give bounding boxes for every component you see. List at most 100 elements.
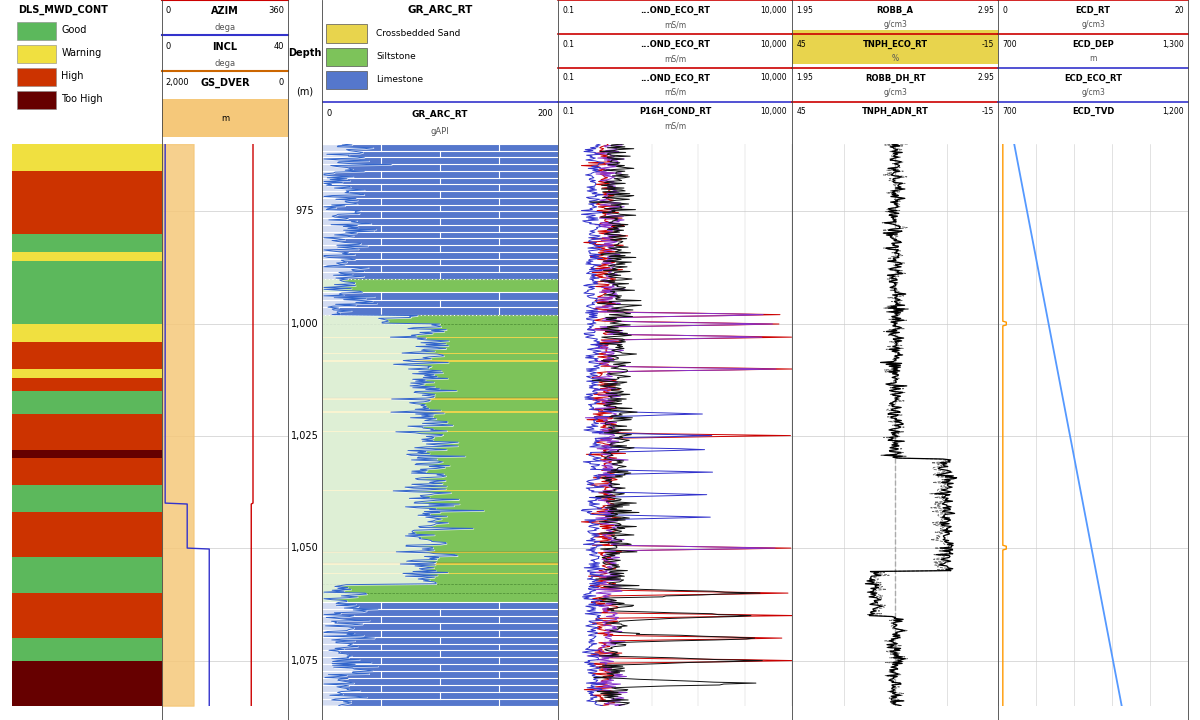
Bar (322, 401, 558, 402)
Text: 1,075: 1,075 (290, 656, 319, 666)
Text: dega: dega (215, 23, 235, 32)
Text: 0: 0 (166, 6, 172, 14)
Bar (322, 495, 558, 497)
Bar (12, 342, 162, 369)
Bar (322, 534, 558, 536)
Bar (322, 425, 558, 426)
Bar (17, 91, 55, 109)
Text: 0.1: 0.1 (563, 40, 575, 49)
Bar (322, 447, 558, 448)
Bar (322, 454, 558, 456)
Text: gAPI: gAPI (431, 127, 449, 135)
Bar (322, 470, 558, 472)
Bar (12, 144, 162, 171)
Bar (322, 325, 558, 326)
Bar (322, 485, 558, 486)
Bar (322, 348, 558, 350)
Bar (322, 435, 558, 436)
Bar (322, 347, 558, 348)
Text: ROBB_DH_RT: ROBB_DH_RT (865, 73, 925, 83)
Text: 0.1: 0.1 (563, 107, 575, 116)
Bar (322, 415, 558, 417)
Bar (322, 423, 558, 425)
Bar (322, 494, 558, 495)
Bar (326, 48, 366, 66)
Bar (322, 329, 558, 330)
Text: AZIM: AZIM (211, 6, 239, 16)
Bar (322, 552, 558, 553)
Text: Good: Good (61, 25, 86, 35)
Bar (322, 457, 558, 459)
Text: 700: 700 (1002, 107, 1016, 116)
Text: 2.95: 2.95 (977, 73, 995, 83)
Text: 0: 0 (166, 42, 172, 50)
Text: g/cm3: g/cm3 (1081, 20, 1105, 29)
Bar (322, 464, 558, 465)
Bar (322, 374, 558, 375)
Bar (322, 369, 558, 371)
Bar (322, 540, 558, 541)
Text: Warning: Warning (61, 48, 102, 58)
Text: 0.1: 0.1 (563, 73, 575, 83)
Text: ...OND_ECO_RT: ...OND_ECO_RT (640, 40, 710, 49)
Text: mS/m: mS/m (664, 54, 686, 63)
Bar (322, 354, 558, 355)
Bar (322, 428, 558, 430)
Text: DLS_MWD_CONT: DLS_MWD_CONT (18, 4, 108, 14)
Bar (322, 433, 558, 435)
Bar (12, 459, 162, 485)
Bar (322, 393, 558, 395)
Bar (322, 441, 558, 443)
Bar (326, 24, 366, 43)
Bar (322, 427, 558, 428)
Bar (12, 324, 162, 342)
Text: mS/m: mS/m (664, 20, 686, 29)
Bar (322, 476, 558, 477)
Text: m: m (1090, 54, 1097, 63)
Bar (322, 481, 558, 482)
Bar (322, 414, 558, 415)
Bar (322, 571, 558, 572)
Bar (322, 406, 558, 408)
Bar (322, 507, 558, 508)
Text: ECD_DEP: ECD_DEP (1073, 40, 1114, 49)
Bar (12, 513, 162, 557)
Bar (322, 513, 558, 515)
Bar (322, 602, 558, 706)
Bar (322, 515, 558, 516)
Bar (322, 404, 558, 405)
Bar (322, 499, 558, 500)
Bar (322, 413, 558, 414)
Bar (12, 377, 162, 391)
Text: 1.95: 1.95 (796, 73, 814, 83)
Text: -15: -15 (982, 40, 995, 49)
Bar (12, 391, 162, 413)
Bar (322, 483, 558, 485)
Text: dega: dega (215, 59, 235, 68)
Bar (322, 420, 558, 422)
Text: 0.1: 0.1 (563, 6, 575, 14)
Bar (322, 460, 558, 462)
Bar (322, 544, 558, 545)
Bar (322, 556, 558, 557)
Bar (322, 541, 558, 542)
Bar (12, 261, 162, 324)
Text: High: High (61, 71, 84, 81)
Text: 10,000: 10,000 (761, 107, 787, 116)
Bar (322, 315, 558, 324)
Text: -15: -15 (982, 107, 995, 116)
Bar (322, 417, 558, 418)
Bar (322, 372, 558, 374)
Text: Siltstone: Siltstone (376, 52, 415, 60)
Bar (322, 351, 558, 353)
Bar (322, 575, 558, 577)
Bar (322, 521, 558, 523)
Bar (322, 292, 558, 315)
Text: 1,050: 1,050 (290, 544, 319, 554)
Bar (322, 396, 558, 397)
Bar (322, 430, 558, 431)
Bar (322, 550, 558, 552)
Bar (322, 339, 558, 341)
Text: ECD_RT: ECD_RT (1075, 6, 1111, 15)
Bar (322, 358, 558, 359)
